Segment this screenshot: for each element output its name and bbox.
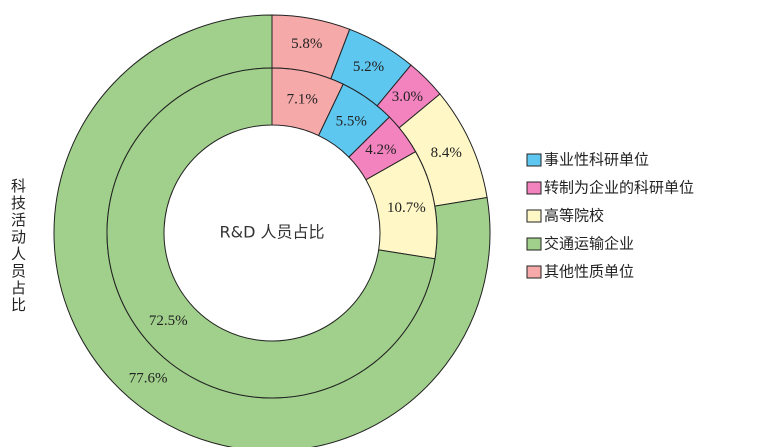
value-label: 8.4% bbox=[431, 145, 462, 161]
center-label: R&D 人员占比 bbox=[219, 223, 324, 242]
legend-label: 转制为企业的科研单位 bbox=[544, 179, 694, 197]
outer-ring-label: 科技活动人员占比 bbox=[9, 178, 27, 314]
value-label: 4.2% bbox=[365, 142, 396, 158]
value-label: 10.7% bbox=[387, 200, 426, 216]
donut-segment bbox=[106, 67, 436, 399]
value-label: 7.1% bbox=[287, 91, 318, 107]
legend-label: 事业性科研单位 bbox=[544, 151, 649, 169]
legend-label: 高等院校 bbox=[544, 207, 604, 225]
value-label: 5.8% bbox=[291, 36, 322, 52]
legend-swatch bbox=[526, 153, 542, 167]
legend-swatch bbox=[526, 237, 542, 251]
value-label: 3.0% bbox=[392, 89, 423, 105]
value-label: 72.5% bbox=[149, 313, 188, 329]
value-label: 77.6% bbox=[129, 370, 168, 386]
legend-swatch bbox=[526, 265, 542, 279]
legend-label: 交通运输企业 bbox=[544, 235, 634, 253]
legend-label: 其他性质单位 bbox=[544, 263, 634, 281]
value-label: 5.2% bbox=[353, 59, 384, 75]
legend-swatch bbox=[526, 181, 542, 195]
value-label: 5.5% bbox=[336, 113, 367, 129]
legend-swatch bbox=[526, 209, 542, 223]
